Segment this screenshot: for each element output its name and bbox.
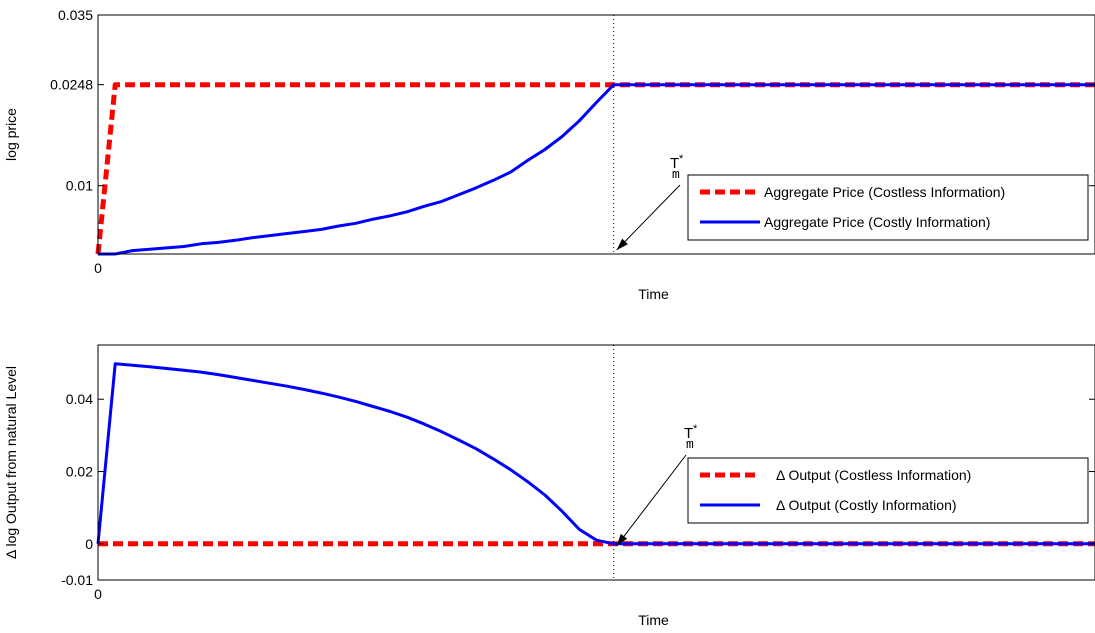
- output-y-tick-label: 0.02: [66, 464, 93, 480]
- price-x-tick-label: 0: [94, 260, 102, 276]
- output-x-axis-label: Time: [638, 612, 669, 628]
- output-legend: Δ Output (Costless Information) Δ Output…: [687, 457, 1089, 524]
- price-tm-annotation: T * m: [616, 153, 684, 251]
- svg-text:T: T: [684, 425, 693, 442]
- svg-text:T: T: [670, 155, 679, 172]
- output-tm-subscript: m: [686, 437, 694, 452]
- price-y-tick-label: 0.035: [58, 7, 93, 23]
- price-legend-label-costless: Aggregate Price (Costless Information): [764, 184, 1005, 200]
- price-series-costly: [98, 83, 1095, 256]
- price-tm-label: T: [670, 155, 679, 172]
- price-y-tick-label: 0.0248: [50, 77, 93, 93]
- output-x-tick-label: 0: [94, 586, 102, 602]
- price-tm-subscript: m: [672, 167, 680, 182]
- price-panel: 0.01 0.0248 0.035 log price Time 0 T * m A…: [3, 7, 1095, 302]
- price-plot-frame: [97, 14, 1095, 255]
- output-plot-frame: [97, 344, 1095, 581]
- output-y-axis-label: Δ log Output from natural Level: [3, 366, 19, 559]
- output-tm-annotation: T * m: [616, 423, 698, 547]
- output-tm-superscript: *: [693, 423, 698, 435]
- price-legend-box: [687, 174, 1089, 241]
- output-series-costly: [96, 362, 1095, 546]
- output-y-tick-label: -0.01: [61, 572, 93, 588]
- output-legend-label-costless: Δ Output (Costless Information): [776, 467, 971, 483]
- output-tm-arrow: [616, 454, 687, 547]
- output-y-tick-label: 0: [85, 536, 93, 552]
- price-legend: Aggregate Price (Costless Information) A…: [687, 174, 1089, 241]
- output-y-tick-label: 0.04: [66, 391, 93, 407]
- output-tm-label: T: [684, 425, 693, 442]
- price-x-axis-label: Time: [638, 286, 669, 302]
- price-tm-superscript: *: [679, 153, 684, 165]
- output-legend-box: [687, 457, 1089, 524]
- output-legend-label-costly: Δ Output (Costly Information): [776, 497, 957, 513]
- price-series-costless: [95, 82, 1095, 255]
- output-tm-arrow-head: [616, 533, 628, 546]
- price-y-tick-label: 0.01: [66, 178, 93, 194]
- price-tm-arrow-head: [616, 238, 628, 250]
- price-y-axis-label: log price: [3, 108, 19, 161]
- price-legend-label-costly: Aggregate Price (Costly Information): [764, 214, 990, 230]
- price-tm-arrow: [616, 184, 681, 251]
